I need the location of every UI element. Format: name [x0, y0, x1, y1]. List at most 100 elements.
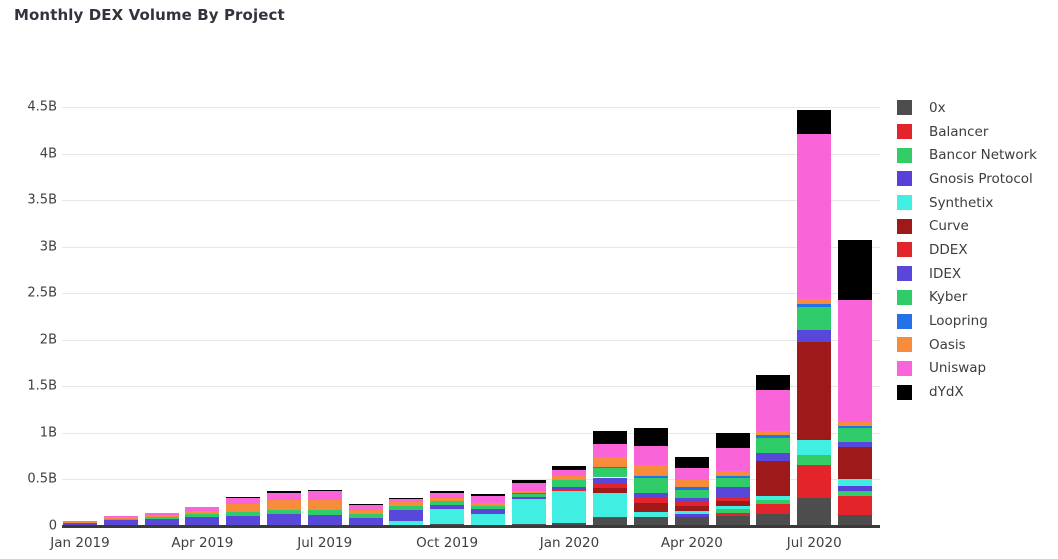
bar-segment-uniswap-jul-2020[interactable]: [797, 133, 832, 299]
bar-segment-ddex-feb-2020[interactable]: [593, 482, 628, 488]
bar-segment-idex-jan-2020[interactable]: [552, 487, 587, 491]
bar-segment-oasis-may-2019[interactable]: [226, 504, 261, 512]
bar-segment-curve-aug-2020[interactable]: [838, 446, 872, 480]
bar-segment-dydx-jul-2020[interactable]: [797, 109, 832, 134]
legend-item-synthetix[interactable]: Synthetix: [890, 191, 1037, 215]
bar-segment-kyber-jun-2019[interactable]: [266, 509, 301, 515]
bar-segment-oasis-jul-2019[interactable]: [307, 499, 342, 510]
bar-segment-curve-jun-2020[interactable]: [756, 461, 791, 496]
bar-segment-oasis-apr-2020[interactable]: [674, 479, 709, 487]
bar-segment-ddex-mar-2020[interactable]: [634, 497, 669, 504]
bar-segment-uniswap-aug-2020[interactable]: [838, 299, 872, 422]
bar-segment-0x-aug-2020[interactable]: [838, 514, 872, 525]
bar-segment-oasis-oct-2019[interactable]: [430, 497, 465, 502]
legend-item-oasis[interactable]: Oasis: [890, 333, 1037, 357]
bar-segment-uniswap-aug-2019[interactable]: [348, 504, 383, 510]
bar-segment-uniswap-jan-2020[interactable]: [552, 469, 587, 476]
bar-segment-idex-jul-2019[interactable]: [307, 514, 342, 525]
bar-segment-uniswap-mar-2019[interactable]: [144, 512, 179, 516]
bar-segment-loopring-jun-2020[interactable]: [756, 435, 791, 438]
bar-segment-kyber-apr-2019[interactable]: [185, 514, 220, 517]
bar-segment-ddex-apr-2020[interactable]: [674, 501, 709, 506]
bar-segment-kyber-oct-2019[interactable]: [430, 501, 465, 505]
bar-segment-loopring-may-2020[interactable]: [715, 475, 750, 479]
bar-segment-curve-apr-2020[interactable]: [674, 505, 709, 512]
legend-item-0x[interactable]: 0x: [890, 96, 1037, 120]
bar-segment-kyber-aug-2020[interactable]: [838, 428, 872, 443]
bar-segment-oasis-apr-2019[interactable]: [185, 511, 220, 515]
bar-segment-uniswap-may-2019[interactable]: [226, 497, 261, 505]
bar-segment-uniswap-oct-2019[interactable]: [430, 492, 465, 498]
bar-segment-dydx-aug-2019[interactable]: [348, 504, 383, 505]
bar-segment-idex-apr-2020[interactable]: [674, 497, 709, 502]
bar-segment-0x-dec-2019[interactable]: [511, 524, 546, 525]
bar-segment-balancer-jul-2020[interactable]: [797, 465, 832, 498]
bar-segment-idex-may-2020[interactable]: [715, 486, 750, 498]
bar-segment-dydx-sep-2019[interactable]: [389, 497, 424, 499]
bar-segment-0x-oct-2019[interactable]: [430, 524, 465, 525]
legend-item-bancor-network[interactable]: Bancor Network: [890, 143, 1037, 167]
bar-segment-bancor-network-jul-2020[interactable]: [797, 455, 832, 466]
bar-segment-0x-jan-2020[interactable]: [552, 523, 587, 525]
bar-segment-synthetix-may-2020[interactable]: [715, 505, 750, 510]
legend-item-gnosis-protocol[interactable]: Gnosis Protocol: [890, 167, 1037, 191]
bar-segment-idex-aug-2020[interactable]: [838, 442, 872, 447]
bar-segment-idex-feb-2019[interactable]: [103, 519, 138, 525]
bar-segment-gnosis-protocol-apr-2020[interactable]: [674, 514, 709, 518]
bar-segment-idex-jun-2020[interactable]: [756, 452, 791, 462]
bar-segment-synthetix-sep-2019[interactable]: [389, 521, 424, 525]
bar-segment-bancor-network-jun-2020[interactable]: [756, 499, 791, 504]
legend-item-uniswap[interactable]: Uniswap: [890, 357, 1037, 381]
bar-segment-oasis-may-2020[interactable]: [715, 470, 750, 476]
bar-segment-uniswap-sep-2019[interactable]: [389, 498, 424, 503]
bar-segment-idex-feb-2020[interactable]: [593, 477, 628, 483]
bar-segment-oasis-aug-2019[interactable]: [348, 509, 383, 515]
bar-segment-oasis-feb-2019[interactable]: [103, 517, 138, 519]
bar-segment-idex-sep-2019[interactable]: [389, 510, 424, 522]
bar-segment-oasis-aug-2020[interactable]: [838, 421, 872, 427]
bar-segment-dydx-jun-2020[interactable]: [756, 374, 791, 390]
bar-segment-loopring-apr-2020[interactable]: [674, 486, 709, 490]
bar-segment-kyber-may-2020[interactable]: [715, 478, 750, 487]
bar-segment-loopring-jul-2020[interactable]: [797, 304, 832, 308]
bar-segment-oasis-jul-2020[interactable]: [797, 298, 832, 305]
bar-segment-oasis-jan-2020[interactable]: [552, 475, 587, 481]
legend-item-balancer[interactable]: Balancer: [890, 120, 1037, 144]
bar-segment-uniswap-feb-2019[interactable]: [103, 515, 138, 518]
bar-segment-synthetix-dec-2019[interactable]: [511, 498, 546, 525]
bar-segment-dydx-may-2019[interactable]: [226, 496, 261, 498]
bar-segment-ddex-jan-2020[interactable]: [552, 490, 587, 492]
bar-segment-uniswap-jun-2020[interactable]: [756, 389, 791, 432]
legend-item-idex[interactable]: IDEX: [890, 262, 1037, 286]
bar-segment-idex-may-2019[interactable]: [226, 515, 261, 525]
legend-item-loopring[interactable]: Loopring: [890, 309, 1037, 333]
bar-segment-kyber-jan-2020[interactable]: [552, 480, 587, 488]
bar-segment-idex-apr-2019[interactable]: [185, 516, 220, 525]
bar-segment-0x-feb-2020[interactable]: [593, 518, 628, 525]
bar-segment-uniswap-jul-2019[interactable]: [307, 491, 342, 500]
bar-segment-balancer-aug-2020[interactable]: [838, 496, 872, 515]
bar-segment-synthetix-nov-2019[interactable]: [470, 513, 505, 525]
bar-segment-uniswap-may-2020[interactable]: [715, 447, 750, 471]
bar-segment-synthetix-apr-2020[interactable]: [674, 511, 709, 515]
bar-segment-dydx-jul-2019[interactable]: [307, 489, 342, 492]
bar-segment-oasis-jun-2019[interactable]: [266, 500, 301, 510]
bar-segment-kyber-sep-2019[interactable]: [389, 505, 424, 511]
bar-segment-curve-mar-2020[interactable]: [634, 503, 669, 513]
bar-segment-dydx-dec-2019[interactable]: [511, 480, 546, 483]
bar-segment-kyber-aug-2019[interactable]: [348, 514, 383, 518]
bar-segment-idex-nov-2019[interactable]: [470, 509, 505, 514]
bar-segment-bancor-network-aug-2020[interactable]: [838, 490, 872, 497]
bar-segment-uniswap-mar-2020[interactable]: [634, 446, 669, 465]
bar-segment-oasis-jun-2020[interactable]: [756, 431, 791, 436]
bar-segment-dydx-feb-2020[interactable]: [593, 431, 628, 445]
bar-segment-idex-mar-2020[interactable]: [634, 493, 669, 498]
bar-segment-synthetix-mar-2020[interactable]: [634, 512, 669, 517]
bar-segment-kyber-jul-2019[interactable]: [307, 509, 342, 515]
bar-segment-curve-jul-2020[interactable]: [797, 341, 832, 441]
bar-segment-synthetix-oct-2019[interactable]: [430, 509, 465, 525]
bar-segment-loopring-aug-2020[interactable]: [838, 426, 872, 429]
bar-segment-0x-may-2020[interactable]: [715, 516, 750, 525]
bar-segment-idex-mar-2019[interactable]: [144, 518, 179, 525]
bar-segment-synthetix-aug-2020[interactable]: [838, 479, 872, 486]
